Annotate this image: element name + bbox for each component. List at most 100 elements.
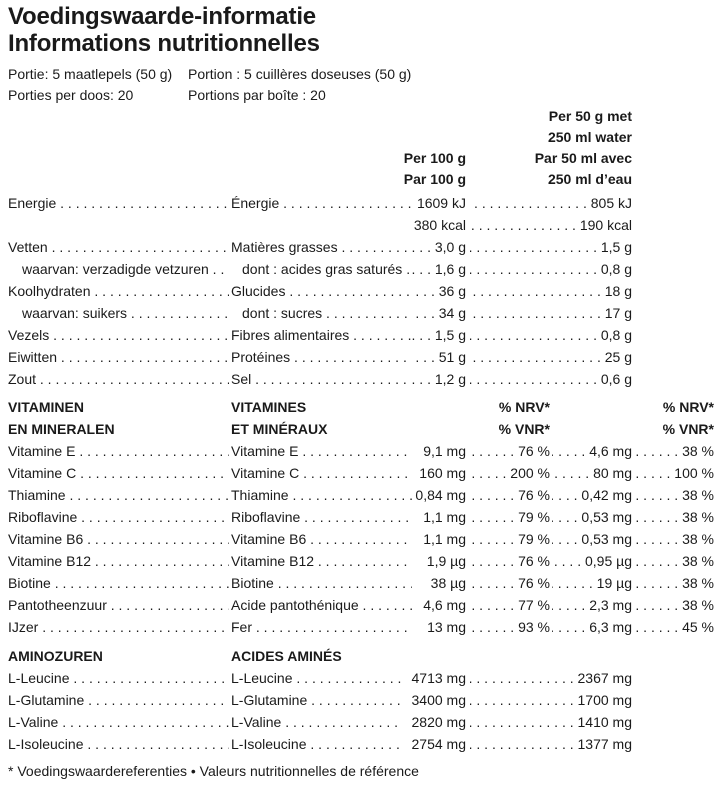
vitamin-nrv-per-100g-value: 79 % xyxy=(518,509,550,525)
vitamin-name-dutch: Pantotheenzuur xyxy=(8,594,229,616)
vitamin-nrv-per-50g: 45 % xyxy=(634,616,714,638)
vitamin-value-per-100g: 160 mg xyxy=(412,462,466,484)
vitamin-value-per-50g-value: 4,6 mg xyxy=(589,443,632,459)
nutrition-row: waarvan: suikers dont : sucres 34 g 17 g xyxy=(0,302,720,324)
nutrient-name-french: Sel xyxy=(231,368,412,390)
amino-value-per-50g-value: 1377 mg xyxy=(577,736,632,752)
amino-name-french: L-Leucine xyxy=(231,667,402,689)
vitamin-name-dutch: IJzer xyxy=(8,616,229,638)
vitamin-name-french: Biotine xyxy=(231,572,412,594)
vitamin-name-french: Acide pantothénique xyxy=(231,594,412,616)
nutrition-row: VezelsFibres alimentaires 1,5 g 0,8 g xyxy=(0,324,720,346)
vitamin-nrv-per-100g: 76 % xyxy=(468,572,550,594)
nutrition-row: VettenMatières grasses 3,0 g 1,5 g xyxy=(0,236,720,258)
vitamin-name-french: Fer xyxy=(231,616,412,638)
amino-header: AMINOZUREN ACIDES AMINÉS xyxy=(0,645,720,667)
vitamin-nrv-per-100g-value: 76 % xyxy=(518,443,550,459)
value-per-50g: 17 g xyxy=(470,302,632,324)
title-french: Informations nutritionnelles xyxy=(8,30,320,57)
value-per-100g-value: 3,0 g xyxy=(434,239,466,255)
value-per-100g: 1609 kJ xyxy=(412,192,466,214)
amino-value-per-100g: 4713 mg xyxy=(402,667,466,689)
vitamin-value-per-100g: 0,84 mg xyxy=(412,484,466,506)
value-per-100g-value: 1609 kJ xyxy=(416,195,466,211)
amino-value-per-100g-value: 2820 mg xyxy=(411,714,466,730)
vitamin-value-per-50g: 6,3 mg xyxy=(552,616,632,638)
vitamins-header-pct-1: % NRV* xyxy=(498,399,550,415)
value-per-50g-value: 0,8 g xyxy=(600,261,632,277)
vitamin-nrv-per-100g: 200 % xyxy=(468,462,550,484)
column-header-per-100g: Per 100 g Par 100 g xyxy=(300,148,466,190)
amino-value-per-100g: 2820 mg xyxy=(402,711,466,733)
vitamin-row: Vitamine B6Vitamine B6 1,1 mg 79 % 0,53 mg 3… xyxy=(0,528,720,550)
amino-header-french: ACIDES AMINÉS xyxy=(231,648,342,664)
vitamin-nrv-per-100g: 76 % xyxy=(468,440,550,462)
vitamin-nrv-per-50g: 38 % xyxy=(634,506,714,528)
value-per-50g-value: 805 kJ xyxy=(590,195,632,211)
amino-row: L-ValineL-Valine 2820 mg 1410 mg xyxy=(0,711,720,733)
vitamin-value-per-50g-value: 80 mg xyxy=(593,465,632,481)
value-per-50g-value: 25 g xyxy=(604,349,632,365)
value-per-50g: 805 kJ xyxy=(470,192,632,214)
nutrition-row: waarvan: verzadigde vetzuren dont : acide… xyxy=(0,258,720,280)
vitamin-name-french: Vitamine B6 xyxy=(231,528,412,550)
vitamin-value-per-100g-value: 38 µg xyxy=(430,575,466,591)
amino-name-dutch: L-Leucine xyxy=(8,667,229,689)
vitamin-name-dutch: Vitamine C xyxy=(8,462,229,484)
vitamin-value-per-100g-value: 1,9 µg xyxy=(426,553,466,569)
vitamin-value-per-100g: 1,1 mg xyxy=(412,506,466,528)
vitamin-name-dutch: Vitamine B12 xyxy=(8,550,229,572)
amino-value-per-100g-value: 2754 mg xyxy=(411,736,466,752)
vitamin-name-french: Thiamine xyxy=(231,484,412,506)
vitamin-nrv-per-100g: 79 % xyxy=(468,528,550,550)
vitamin-name-dutch: Thiamine xyxy=(8,484,229,506)
column-header-per-50g: Per 50 g met 250 ml water Par 50 ml avec… xyxy=(470,106,632,190)
value-per-50g: 0,8 g xyxy=(470,258,632,280)
vitamin-value-per-100g-value: 13 mg xyxy=(427,619,466,635)
vitamin-nrv-per-50g: 38 % xyxy=(634,572,714,594)
vitamin-value-per-100g: 9,1 mg xyxy=(412,440,466,462)
value-per-50g-value: 0,8 g xyxy=(600,327,632,343)
vitamin-nrv-per-100g-value: 77 % xyxy=(518,597,550,613)
nutrient-name-french xyxy=(231,214,412,236)
vitamin-value-per-50g-value: 6,3 mg xyxy=(589,619,632,635)
vitamin-row: Vitamine B12Vitamine B12 1,9 µg 76 % 0,95 µ… xyxy=(0,550,720,572)
nutrient-name-french: Glucides xyxy=(231,280,412,302)
header-per50-line1: Per 50 g met xyxy=(548,108,632,124)
nutrient-name-dutch: Vezels xyxy=(8,324,229,346)
nutrient-name-french: Énergie xyxy=(231,192,412,214)
vitamins-header-fr-1: VITAMINES xyxy=(231,399,307,415)
value-per-50g: 190 kcal xyxy=(470,214,632,236)
vitamin-value-per-100g-value: 0,84 mg xyxy=(415,487,466,503)
vitamin-value-per-50g: 0,53 mg xyxy=(552,506,632,528)
value-per-100g: 51 g xyxy=(412,346,466,368)
vitamin-nrv-per-50g-value: 100 % xyxy=(674,465,714,481)
vitamin-nrv-per-50g: 38 % xyxy=(634,484,714,506)
value-per-50g-value: 1,5 g xyxy=(600,239,632,255)
amino-row: L-IsoleucineL-Isoleucine 2754 mg 1377 mg xyxy=(0,733,720,755)
amino-value-per-100g-value: 3400 mg xyxy=(411,692,466,708)
nutrition-row: KoolhydratenGlucides 36 g 18 g xyxy=(0,280,720,302)
vitamin-nrv-per-50g-value: 38 % xyxy=(682,531,714,547)
header-per50-line4: 250 ml d’eau xyxy=(547,171,632,187)
value-per-100g: 3,0 g xyxy=(412,236,466,258)
vitamin-nrv-per-50g-value: 38 % xyxy=(682,575,714,591)
vitamin-value-per-50g-value: 19 µg xyxy=(596,575,632,591)
vitamin-name-dutch: Biotine xyxy=(8,572,229,594)
vitamin-value-per-50g: 80 mg xyxy=(552,462,632,484)
vitamin-nrv-per-50g-value: 38 % xyxy=(682,597,714,613)
amino-name-french: L-Isoleucine xyxy=(231,733,402,755)
amino-value-per-50g-value: 1700 mg xyxy=(577,692,632,708)
value-per-50g-value: 190 kcal xyxy=(579,217,632,233)
value-per-100g: 34 g xyxy=(412,302,466,324)
value-per-100g: 380 kcal xyxy=(390,214,466,236)
nutrient-name-dutch: Vetten xyxy=(8,236,229,258)
vitamin-value-per-100g-value: 9,1 mg xyxy=(423,443,466,459)
vitamin-name-french: Vitamine B12 xyxy=(231,550,412,572)
nutrient-name-french: dont : sucres xyxy=(242,302,412,324)
amino-row: L-GlutamineL-Glutamine 3400 mg 1700 mg xyxy=(0,689,720,711)
value-per-100g-value: 51 g xyxy=(438,349,466,365)
amino-value-per-100g: 2754 mg xyxy=(402,733,466,755)
value-per-50g: 0,8 g xyxy=(470,324,632,346)
